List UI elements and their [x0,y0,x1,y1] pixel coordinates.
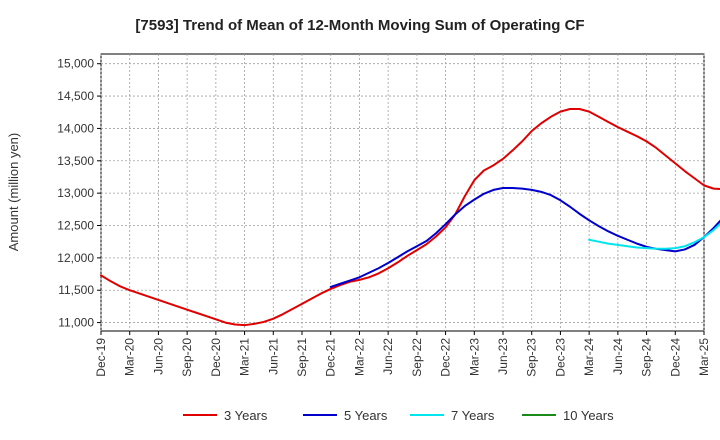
series-line-5-years [329,186,720,288]
x-tick-label: Jun-23 [496,338,510,375]
y-tick-label: 12,000 [57,251,94,265]
x-tick-label: Sep-22 [410,338,424,377]
legend: 3 Years 5 Years 7 Years 10 Years [183,408,614,423]
x-tick-label: Mar-24 [582,338,596,376]
x-tick-label: Dec-20 [209,338,223,377]
grid-lines [100,54,705,331]
x-tick-label: Sep-23 [525,338,539,377]
x-tick-label: Jun-22 [381,338,395,375]
y-tick-label: 14,500 [57,89,94,103]
y-tick-label: 13,500 [57,154,94,168]
x-tick-label: Dec-24 [668,338,682,377]
y-axis-ticks: 11,000 11,500 12,000 12,500 13,000 13,500 14,0… [57,57,101,330]
x-tick-label: Sep-20 [180,338,194,377]
legend-label: 5 Years [344,408,388,423]
x-tick-label: Dec-21 [324,338,338,377]
x-tick-label: Jun-20 [151,338,165,375]
y-tick-label: 11,000 [58,316,94,330]
y-axis-label: Amount (million yen) [6,133,21,252]
y-tick-label: 12,500 [57,219,94,233]
x-tick-label: Jun-24 [611,338,625,375]
x-tick-label: Dec-22 [439,338,453,377]
x-tick-label: Mar-25 [697,338,711,376]
series-line-7-years [588,222,720,250]
series-lines [100,108,720,327]
legend-label: 10 Years [563,408,614,423]
x-tick-label: Dec-23 [553,338,567,377]
x-tick-label: Dec-19 [94,338,108,377]
x-tick-label: Sep-24 [640,338,654,377]
x-axis-ticks: Dec-19 Mar-20 Jun-20 Sep-20 Dec-20 Mar-21 Jun-… [94,331,711,377]
x-tick-label: Sep-21 [295,338,309,377]
y-tick-label: 13,000 [57,186,94,200]
y-tick-label: 15,000 [57,57,94,71]
x-tick-label: Mar-23 [467,338,481,376]
x-tick-label: Mar-21 [238,338,252,376]
plot-area [100,53,705,332]
x-tick-label: Jun-21 [266,338,280,375]
legend-label: 7 Years [451,408,495,423]
x-tick-label: Mar-20 [123,338,137,376]
y-tick-label: 11,500 [58,283,94,297]
chart-title: [7593] Trend of Mean of 12-Month Moving … [135,17,584,34]
legend-label: 3 Years [224,408,268,423]
x-tick-label: Mar-22 [352,338,366,376]
y-tick-label: 14,000 [57,121,94,135]
